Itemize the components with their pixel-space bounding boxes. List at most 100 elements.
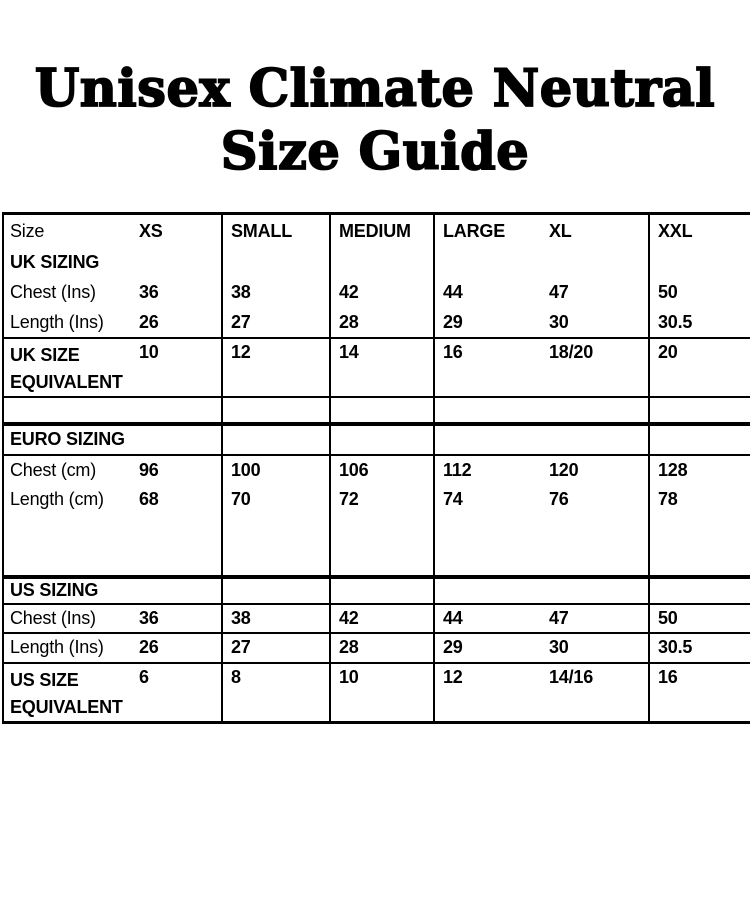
uk-size-equivalent-row: UK SIZE EQUIVALENT 10 12 14 16 18/20 20	[3, 336, 750, 397]
us-size-equivalent-row: US SIZE EQUIVALENT 6 8 10 12 14/16 16	[3, 661, 750, 722]
cell-value: 20	[648, 336, 750, 397]
empty-cell	[221, 514, 330, 577]
cell-value: 36	[131, 602, 222, 633]
cell-value: 8	[221, 661, 330, 722]
header-row: Size XS SMALL MEDIUM LARGE XL XXL	[3, 213, 750, 248]
empty-cell	[329, 421, 434, 455]
uk-sizing-section-row: UK SIZING	[3, 247, 750, 278]
size-header-label: Size	[10, 220, 45, 241]
empty-cell	[131, 248, 222, 278]
empty-cell	[648, 247, 750, 278]
cell-value: 76	[549, 489, 569, 509]
cell-value: 128	[648, 453, 750, 485]
empty-cell	[131, 421, 222, 455]
us-sizing-section-label: US SIZING	[3, 574, 131, 604]
empty-cell	[541, 515, 649, 577]
col-header-xl: XL	[549, 220, 572, 241]
empty-cell	[329, 574, 434, 604]
empty-cell	[3, 515, 131, 577]
empty-cell	[329, 395, 434, 424]
cell-value: 38	[221, 277, 330, 308]
empty-cell	[329, 514, 434, 577]
cell-value: 30.5	[648, 631, 750, 663]
col-header-large: LARGE	[433, 213, 541, 248]
empty-cell	[648, 574, 750, 604]
empty-cell	[221, 247, 330, 278]
empty-cell	[541, 395, 649, 424]
cell-value: 26	[139, 311, 159, 332]
cell-value: 106	[329, 453, 434, 485]
cell-value: 29	[433, 631, 541, 663]
us-sizing-section-row: US SIZING	[3, 574, 750, 604]
cell-value: 29	[433, 307, 541, 338]
uk-chest-row: Chest (Ins) 36 38 42 44 47 50	[3, 277, 750, 308]
cell-value: 30	[541, 631, 649, 663]
cell-value: 44	[433, 602, 541, 633]
cell-value: 10	[131, 336, 222, 397]
cell-value: 68	[139, 489, 159, 509]
empty-cell	[221, 421, 330, 455]
title-line-1: Unisex Climate Neutral	[34, 58, 716, 120]
us-equiv-label-line2: EQUIVALENT	[10, 696, 123, 717]
cell-value: 42	[329, 602, 434, 633]
cell-value: 38	[221, 602, 330, 633]
cell-value: 14/16	[541, 661, 649, 722]
row-label: Chest (Ins)	[10, 282, 96, 302]
cell-value: 50	[648, 277, 750, 308]
empty-cell	[131, 574, 222, 604]
cell-value: 12	[433, 661, 541, 722]
cell-value: 26	[131, 631, 222, 663]
uk-equiv-label-line1: UK SIZE	[10, 344, 80, 365]
us-chest-row: Chest (Ins) 36 38 42 44 47 50	[3, 602, 750, 633]
empty-cell	[433, 514, 541, 577]
empty-cell	[648, 395, 750, 424]
cell-value: 16	[433, 336, 541, 397]
spacer-row	[3, 514, 750, 577]
empty-cell	[131, 515, 222, 577]
title-line-2: Size Guide	[220, 121, 530, 183]
row-label: Length (Ins)	[10, 311, 104, 332]
cell-value: 27	[221, 307, 330, 338]
cell-value: 42	[329, 277, 434, 308]
empty-cell	[648, 421, 750, 455]
col-header-xxl: XXL	[648, 213, 750, 248]
row-label: Chest (cm)	[3, 453, 131, 485]
cell-value: 10	[329, 661, 434, 722]
cell-value: 36	[139, 282, 159, 302]
empty-cell	[648, 514, 750, 577]
row-label: UK SIZE EQUIVALENT	[3, 336, 131, 397]
empty-cell	[221, 574, 330, 604]
empty-cell	[541, 574, 649, 604]
empty-cell	[541, 248, 649, 278]
col-header-medium: MEDIUM	[329, 213, 434, 248]
uk-sizing-section-label: UK SIZING	[10, 252, 100, 272]
cell-value: 70	[221, 484, 330, 515]
empty-cell	[433, 395, 541, 424]
col-header-xs: XS	[139, 220, 163, 241]
cell-value: 50	[648, 602, 750, 633]
cell-value: 112	[433, 453, 541, 485]
cell-value: 27	[221, 631, 330, 663]
uk-equiv-label-line2: EQUIVALENT	[10, 371, 123, 392]
cell-value: 12	[221, 336, 330, 397]
cell-value: 44	[433, 277, 541, 308]
cell-value: 28	[329, 307, 434, 338]
us-length-row: Length (Ins) 26 27 28 29 30 30.5	[3, 631, 750, 663]
us-equiv-label-line1: US SIZE	[10, 669, 79, 690]
cell-value: 72	[329, 484, 434, 515]
row-label: US SIZE EQUIVALENT	[3, 661, 131, 722]
cell-value: 28	[329, 631, 434, 663]
row-label: Chest (Ins)	[3, 602, 131, 633]
empty-cell	[433, 421, 541, 455]
cell-value: 47	[541, 602, 649, 633]
empty-cell	[541, 421, 649, 455]
cell-value: 16	[648, 661, 750, 722]
empty-cell	[131, 395, 222, 424]
cell-value: 30	[549, 311, 569, 332]
uk-length-row: Length (Ins) 26 27 28 29 30 30.5	[3, 307, 750, 338]
cell-value: 120	[541, 453, 649, 485]
cell-value: 96	[131, 453, 222, 485]
empty-cell	[433, 574, 541, 604]
row-label: Length (Ins)	[3, 631, 131, 663]
